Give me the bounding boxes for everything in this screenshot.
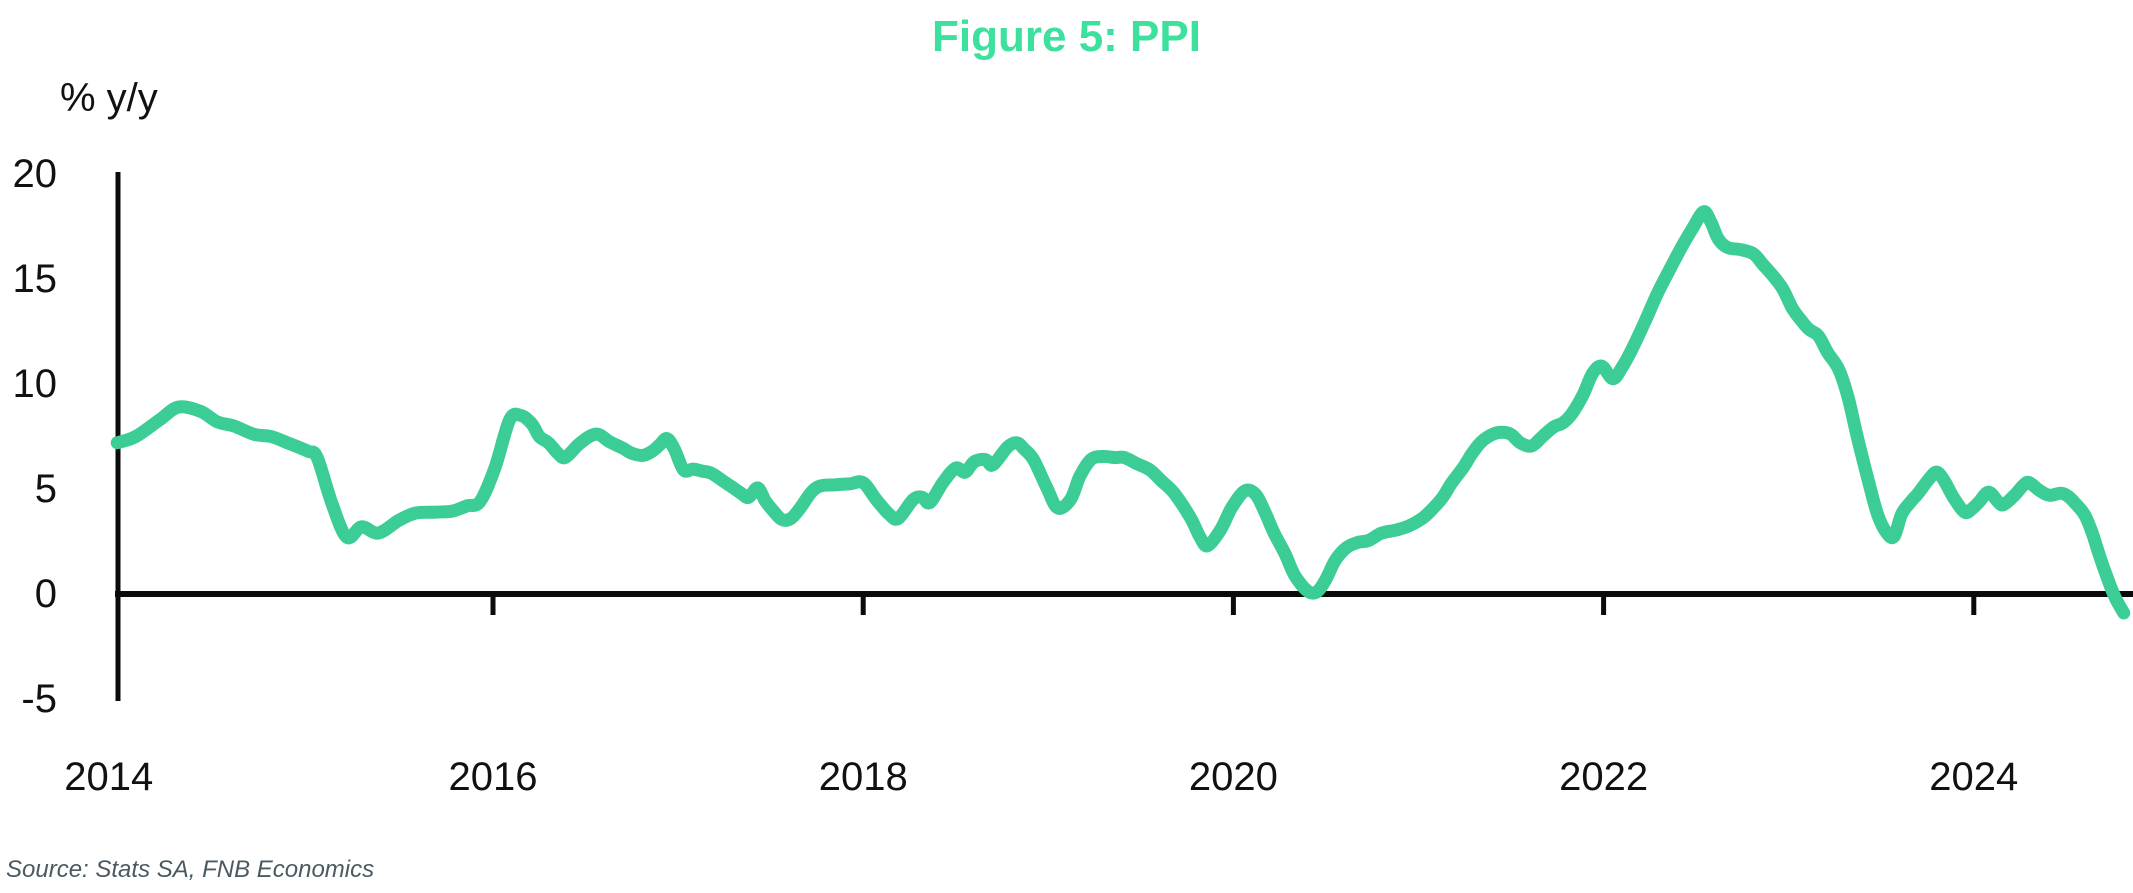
y-tick-label: 20 bbox=[13, 152, 58, 196]
y-axis-unit-label: % y/y bbox=[60, 76, 158, 120]
x-tick-label: 2022 bbox=[1559, 755, 1648, 799]
y-tick-label: 15 bbox=[13, 257, 58, 301]
x-tick-label: 2016 bbox=[449, 755, 538, 799]
y-tick-label: 0 bbox=[35, 572, 57, 616]
x-tick-label: 2024 bbox=[1929, 755, 2018, 799]
axes bbox=[115, 172, 2133, 701]
y-tick-label: 5 bbox=[35, 467, 57, 511]
figure-title: Figure 5: PPI bbox=[932, 12, 1201, 61]
x-tick-label: 2018 bbox=[819, 755, 908, 799]
y-tick-label: -5 bbox=[21, 677, 57, 721]
x-tick-label: 2014 bbox=[64, 755, 153, 799]
source-note: Source: Stats SA, FNB Economics bbox=[6, 856, 375, 883]
ppi-series-line bbox=[110, 205, 2131, 620]
x-tick-label: 2020 bbox=[1189, 755, 1278, 799]
y-tick-label: 10 bbox=[13, 362, 58, 406]
